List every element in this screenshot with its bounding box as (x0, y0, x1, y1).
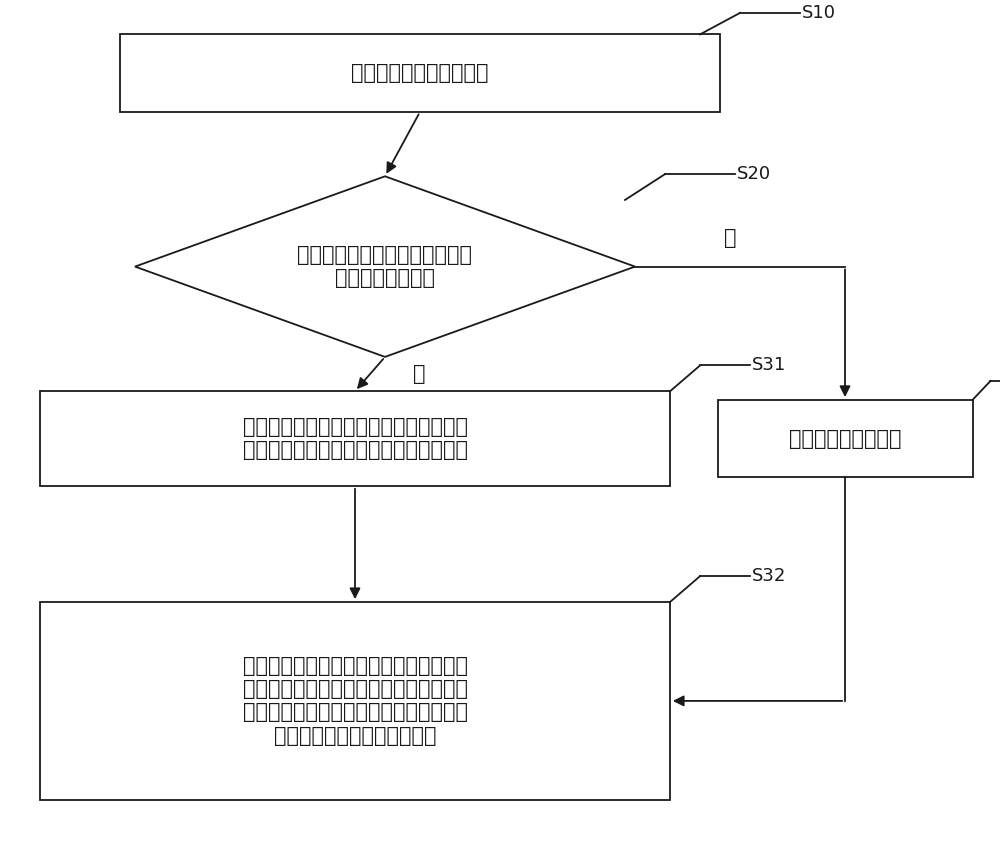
FancyBboxPatch shape (718, 400, 972, 477)
Text: 保存所述上传的信息: 保存所述上传的信息 (789, 428, 901, 449)
Text: 是: 是 (413, 364, 426, 384)
Text: S20: S20 (737, 165, 771, 183)
Text: 基于所述操控信息生成对应的操作指令，
并将所述操作指令发送至所述现场设备，
以便所述现场设备接收所述操作指令后，
执行所述操作指令对应的操作: 基于所述操控信息生成对应的操作指令， 并将所述操作指令发送至所述现场设备， 以便… (242, 656, 468, 746)
Polygon shape (135, 176, 635, 357)
FancyBboxPatch shape (40, 391, 670, 486)
Text: S10: S10 (802, 4, 836, 22)
Text: S32: S32 (752, 568, 786, 585)
FancyBboxPatch shape (120, 34, 720, 112)
Text: S31: S31 (752, 357, 786, 374)
Text: 否: 否 (724, 228, 736, 248)
FancyBboxPatch shape (40, 602, 670, 800)
Text: 若所述上传的信息是对现场设备的操控信
息，则确定所述操控信息对应的现场设备: 若所述上传的信息是对现场设备的操控信 息，则确定所述操控信息对应的现场设备 (242, 417, 468, 460)
Text: 获取手持终端上传的信息: 获取手持终端上传的信息 (351, 63, 489, 83)
Text: 判断所述上传的信息是否是对现
场设备的操控信息: 判断所述上传的信息是否是对现 场设备的操控信息 (298, 245, 473, 288)
